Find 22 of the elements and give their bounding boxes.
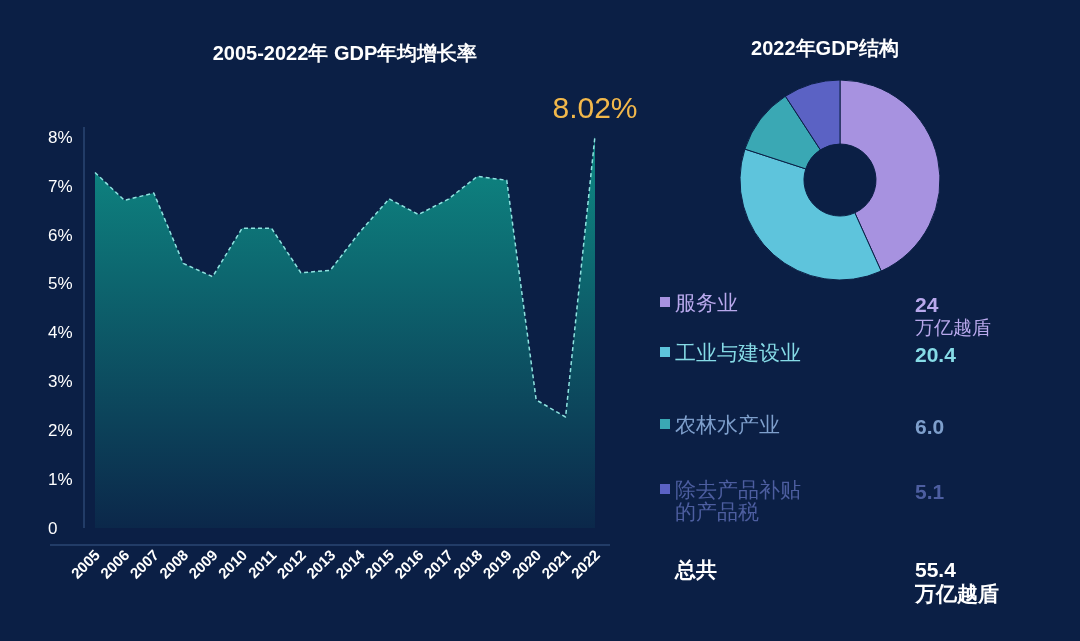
y-tick-label: 7%: [48, 176, 73, 196]
legend-label: 农林水产业: [675, 413, 780, 436]
chart-title: 2005-2022年 GDP年均增长率: [212, 42, 478, 64]
y-tick-label: 5%: [48, 274, 73, 294]
data-label: 5.1: [915, 480, 945, 503]
y-tick-label: 4%: [48, 323, 73, 343]
legend-label: 除去产品补贴的产品税: [675, 478, 801, 523]
y-tick-label: 8%: [48, 127, 73, 147]
text: 总共: [674, 558, 717, 581]
y-tick-label: 6%: [48, 225, 73, 245]
chart-title: 2022年GDP结构: [751, 37, 899, 59]
y-tick-label: 1%: [48, 470, 73, 490]
data-label: 8.02%: [552, 90, 638, 124]
data-label: 24 万亿越盾: [915, 293, 991, 338]
y-tick-label: 0: [48, 519, 58, 538]
text: 55.4 万亿越盾: [914, 558, 999, 605]
legend-label: 服务业: [675, 291, 738, 314]
y-tick-label: 2%: [48, 421, 73, 441]
data-label: 20.4: [915, 343, 957, 366]
y-tick-label: 3%: [48, 372, 73, 392]
legend-label: 工业与建设业: [675, 341, 801, 364]
data-label: 6.0: [915, 415, 945, 438]
